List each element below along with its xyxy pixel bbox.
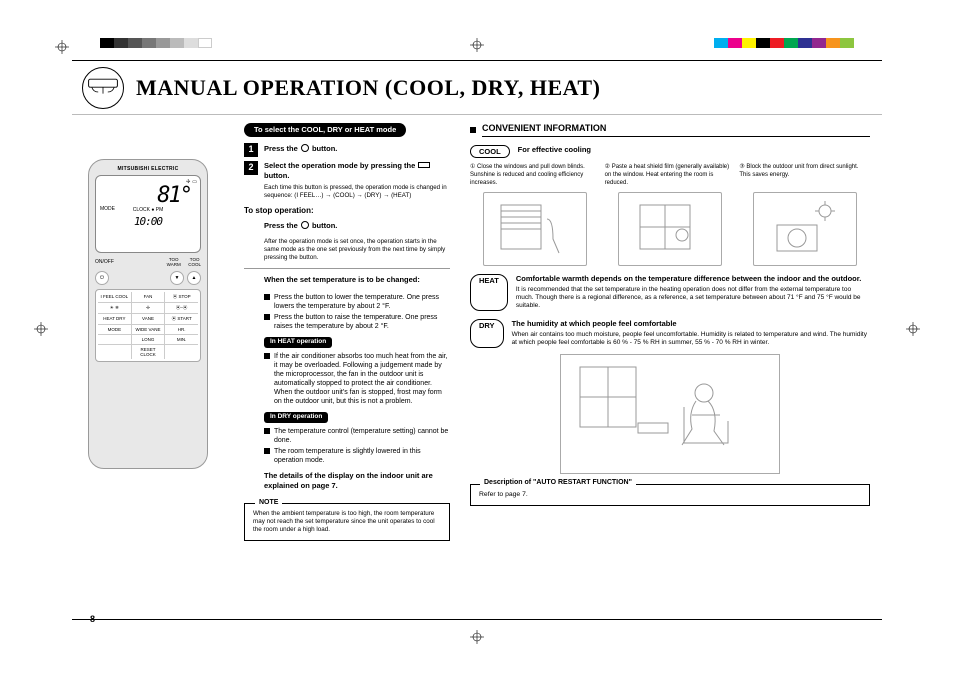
stop-note: After the operation mode is set once, th… [264, 238, 450, 262]
bullet-icon [264, 448, 270, 454]
note-box: NOTE When the ambient temperature is too… [244, 503, 450, 542]
step-1-badge: 1 [244, 143, 258, 157]
dry-op-text-1: The temperature control (temperature set… [274, 427, 450, 445]
too-warm-label: TOO WARM [167, 257, 181, 267]
heat-body: It is recommended that the set temperatu… [516, 286, 870, 311]
reg-mark-l [34, 322, 48, 336]
lcd-clock: 10:00 [99, 215, 197, 228]
page-number: 8 [90, 614, 95, 624]
bullet-icon [264, 314, 270, 320]
heat-op-text: If the air conditioner absorbs too much … [274, 352, 450, 407]
ac-unit-icon [82, 67, 124, 109]
step-2-badge: 2 [244, 161, 258, 175]
dry-pill: DRY [470, 319, 504, 348]
note-body: When the ambient temperature is too high… [253, 510, 435, 533]
note-label: NOTE [255, 498, 282, 507]
auto-restart-body: Refer to page 7. [470, 484, 870, 507]
remote-illustration: MITSUBISHI ELECTRIC ✢▭ 81° MODE CLOCK ● … [88, 159, 208, 469]
temp-up-button: ▲ [187, 271, 201, 285]
person-chair-illustration [560, 354, 780, 474]
change-temp-head: When the set temperature is to be change… [264, 275, 450, 289]
reg-mark-t [470, 38, 484, 52]
heat-heading: Comfortable warmth depends on the temper… [516, 274, 870, 284]
window-film-illustration [618, 192, 722, 266]
mode-button-icon [418, 162, 430, 168]
details-text: The details of the display on the indoor… [264, 471, 450, 491]
raise-temp-text: Press the button to raise the temperatur… [274, 313, 450, 331]
temp-down-button: ▼ [170, 271, 184, 285]
select-mode-pill: To select the COOL, DRY or HEAT mode [244, 123, 406, 137]
dry-body: When air contains too much moisture, peo… [512, 331, 870, 348]
lower-temp-text: Press the button to lower the temperatur… [274, 293, 450, 311]
convenient-info-title: CONVENIENT INFORMATION [482, 123, 870, 137]
lcd-mode: MODE [100, 206, 115, 212]
heat-op-pill: In HEAT operation [264, 337, 332, 347]
dry-op-text-2: The room temperature is slightly lowered… [274, 447, 450, 465]
bullet-icon [470, 127, 476, 133]
blinds-illustration [483, 192, 587, 266]
onoff-button: ⏻ [95, 271, 109, 285]
page-header: MANUAL OPERATION (COOL, DRY, HEAT) [72, 61, 882, 115]
reg-mark-tl [55, 40, 69, 54]
power-icon [301, 221, 309, 229]
heat-pill: HEAT [470, 274, 508, 311]
stop-step-spacer [244, 220, 258, 234]
remote-brand: MITSUBISHI ELECTRIC [95, 166, 201, 172]
step-1-text: Press the button. [264, 143, 450, 157]
bullet-icon [264, 353, 270, 359]
dry-op-pill: In DRY operation [264, 412, 328, 422]
bullet-icon [264, 294, 270, 300]
cool-heading: For effective cooling [518, 145, 870, 155]
cool-tip-3: ③ Block the outdoor unit from direct sun… [739, 164, 870, 187]
remote-lcd: ✢▭ 81° MODE CLOCK ● PM 10:00 [95, 175, 201, 253]
cool-pill: COOL [470, 145, 510, 159]
reg-mark-b [470, 630, 484, 644]
remote-button-grid: I FEEL COOLFAN⦿ STOP☀ ❄✢⦿–⦿HEAT DRYVANE⦿… [95, 289, 201, 362]
cool-tip-2: ② Paste a heat shield film (generally av… [605, 164, 736, 187]
color-bar [714, 38, 854, 48]
greyscale-bar [100, 38, 212, 48]
step-2-text: Select the operation mode by pressing th… [264, 161, 450, 181]
dry-heading: The humidity at which people feel comfor… [512, 319, 870, 329]
power-icon [301, 144, 309, 152]
lcd-temp: 81° [99, 185, 197, 207]
bullet-icon [264, 428, 270, 434]
too-cool-label: TOO COOL [188, 257, 201, 267]
stop-heading: To stop operation: [244, 206, 450, 216]
auto-restart-label: Description of "AUTO RESTART FUNCTION" [480, 478, 636, 487]
step-2-note: Each time this button is pressed, the op… [264, 184, 450, 200]
cool-tip-1: ① Close the windows and pull down blinds… [470, 164, 601, 187]
stop-step-text: Press the button. [264, 220, 450, 234]
onoff-label: ON/OFF [95, 259, 114, 265]
outdoor-unit-illustration [753, 192, 857, 266]
reg-mark-r [906, 322, 920, 336]
page-title: MANUAL OPERATION (COOL, DRY, HEAT) [136, 75, 600, 101]
page-frame: MANUAL OPERATION (COOL, DRY, HEAT) MITSU… [72, 60, 882, 620]
